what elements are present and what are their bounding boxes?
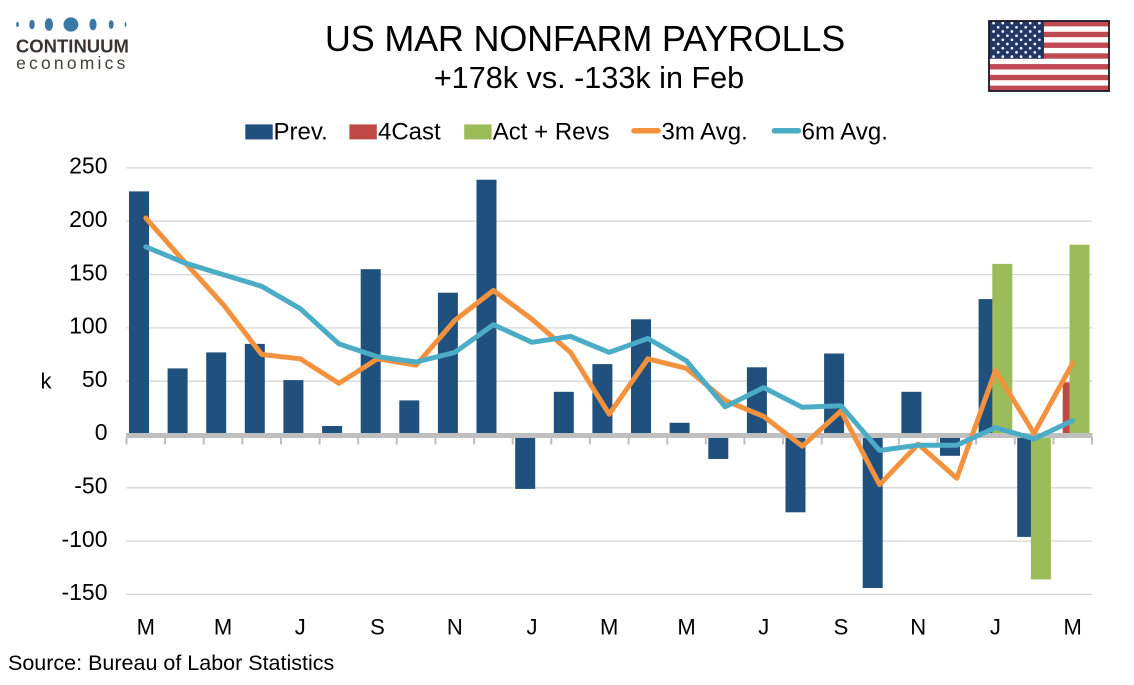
- svg-text:M: M: [137, 615, 155, 640]
- svg-text:50: 50: [82, 366, 108, 392]
- svg-text:J: J: [990, 615, 1001, 640]
- svg-text:4Cast: 4Cast: [378, 118, 441, 145]
- svg-text:Prev.: Prev.: [274, 118, 328, 145]
- svg-text:3m Avg.: 3m Avg.: [662, 118, 748, 145]
- svg-text:S: S: [370, 615, 385, 640]
- svg-text:US MAR NONFARM PAYROLLS: US MAR NONFARM PAYROLLS: [325, 18, 845, 59]
- svg-text:250: 250: [69, 153, 107, 179]
- svg-text:150: 150: [69, 259, 107, 285]
- svg-text:CONTINUUM: CONTINUUM: [16, 36, 129, 57]
- svg-text:0: 0: [95, 419, 108, 445]
- svg-text:-50: -50: [74, 473, 107, 499]
- svg-text:economics: economics: [16, 53, 128, 73]
- svg-text:N: N: [910, 615, 926, 640]
- svg-text:k: k: [41, 369, 53, 394]
- svg-text:N: N: [447, 615, 463, 640]
- svg-text:-150: -150: [61, 579, 107, 605]
- svg-text:6m Avg.: 6m Avg.: [802, 118, 888, 145]
- svg-text:S: S: [834, 615, 849, 640]
- svg-text:+178k vs. -133k in Feb: +178k vs. -133k in Feb: [434, 61, 744, 95]
- svg-text:M: M: [214, 615, 232, 640]
- svg-text:Act + Revs: Act + Revs: [493, 118, 610, 145]
- svg-text:Source: Bureau of Labor Statis: Source: Bureau of Labor Statistics: [8, 651, 334, 675]
- svg-text:J: J: [527, 615, 538, 640]
- svg-text:M: M: [1064, 615, 1082, 640]
- svg-text:200: 200: [69, 206, 107, 232]
- svg-text:J: J: [758, 615, 769, 640]
- svg-text:M: M: [677, 615, 695, 640]
- svg-text:-100: -100: [61, 526, 107, 552]
- svg-text:100: 100: [69, 313, 107, 339]
- svg-text:M: M: [600, 615, 618, 640]
- svg-text:J: J: [295, 615, 306, 640]
